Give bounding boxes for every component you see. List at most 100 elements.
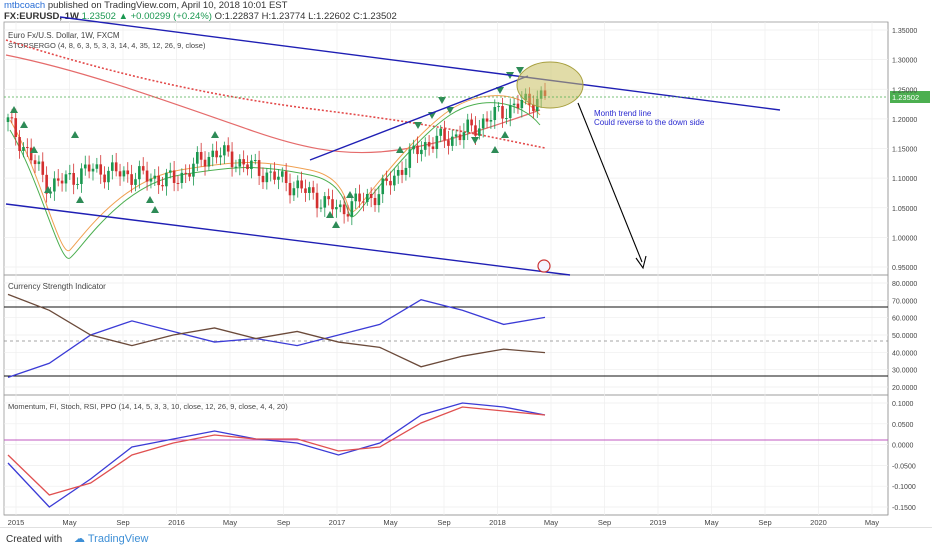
candle-body (26, 146, 29, 148)
moving-averages (5, 39, 546, 259)
candle-body (416, 145, 419, 155)
candle-body (381, 178, 385, 195)
candle-body (315, 192, 319, 209)
candle-body (358, 193, 361, 202)
x-tick-label: 2020 (810, 518, 827, 527)
upper-channel-line (59, 16, 781, 111)
signal-triangle (151, 206, 159, 213)
y-tick-label: 1.05000 (892, 206, 917, 213)
candle-body (257, 160, 261, 176)
candle-body (215, 150, 218, 158)
candle-body (219, 155, 222, 158)
signal-triangle (516, 67, 524, 74)
candle-body (335, 207, 338, 210)
x-tick-label: May (383, 518, 397, 527)
candle-body (470, 119, 473, 126)
annotation-line-2: Could reverse to the down side (594, 118, 705, 127)
lower-channel-line (5, 203, 571, 276)
reversal-zone (516, 61, 584, 109)
candle-body (439, 128, 442, 136)
last-price-tag (890, 91, 930, 103)
down-arrow (577, 102, 643, 263)
candle-body (462, 132, 466, 141)
candle-body (87, 164, 91, 172)
candle-body (516, 103, 520, 109)
tradingview-brand: TradingView (87, 533, 149, 545)
candle-body (223, 145, 226, 156)
price-pane-subtitle: STORSERGO (4, 8, 6, 3, 5, 3, 3, 14, 4, 3… (8, 41, 206, 50)
candle-body (427, 142, 431, 147)
y-tick-label: 1.35000 (892, 28, 917, 35)
y-grid (4, 29, 888, 508)
x-tick-label: 2015 (8, 518, 25, 527)
x-tick-label: May (544, 518, 558, 527)
price-candles (6, 82, 547, 226)
candle-body (14, 118, 18, 138)
candle-body (362, 201, 365, 203)
event-icon[interactable] (537, 259, 551, 273)
author-link[interactable]: mtbcoach (4, 0, 46, 11)
candle-body (6, 117, 10, 123)
x-tick-label: 2016 (168, 518, 185, 527)
candle-body (53, 178, 56, 192)
candle-body (122, 170, 126, 177)
candle-body (311, 187, 315, 193)
candle-body (33, 160, 37, 165)
candle-body (83, 164, 87, 169)
candle-body (153, 175, 157, 179)
x-tick-label: May (865, 518, 879, 527)
price-change: 1.23502 ▲ +0.00299 (+0.24%) (81, 11, 212, 22)
candle-body (508, 105, 512, 119)
candle-body (184, 172, 188, 174)
candle-body (168, 170, 172, 173)
x-tick-label: Sep (277, 518, 290, 527)
candle-body (404, 167, 408, 175)
candle-body (420, 149, 423, 155)
tradingview-logo[interactable]: ☁ TradingView (74, 533, 149, 545)
candle-body (56, 178, 60, 181)
candle-body (331, 199, 334, 210)
candle-body (80, 168, 83, 184)
candle-body (466, 119, 470, 133)
signal-triangle (471, 137, 479, 144)
candle-body (505, 118, 508, 120)
candle-body (354, 193, 357, 202)
x-axis-labels: 2015 May Sep 2016 May Sep 2017 May Sep 2018 May Sep… (8, 518, 880, 527)
candle-body (458, 134, 462, 141)
candle-body (408, 149, 412, 168)
chart-canvas: Euro Fx/U.S. Dollar, 1W, FXCM STORSERGO … (3, 16, 930, 527)
y-tick-label: 1.15000 (892, 147, 917, 154)
y-tick-label: -0.1000 (892, 484, 916, 491)
signal-triangle (211, 131, 219, 138)
candle-body (474, 125, 477, 136)
signal-triangle (10, 106, 18, 113)
candle-body (485, 118, 489, 122)
ohlc-values: O:1.22837 H:1.23774 L:1.22602 C:1.23502 (214, 11, 397, 22)
indicator-series-line (7, 406, 546, 496)
y-tick-label: -0.0500 (892, 463, 916, 470)
candle-body (246, 164, 249, 170)
last-price-label: 1.23502 (892, 93, 919, 102)
y-tick-label: 0.0500 (892, 422, 914, 429)
momentum-pane-title: Momentum, FI, Stoch, RSI, PPO (14, 14, 5… (8, 402, 288, 411)
candle-body (250, 160, 253, 170)
candle-body (91, 168, 95, 172)
candle-body (481, 118, 485, 129)
signal-triangle (71, 131, 79, 138)
candle-body (72, 172, 75, 185)
candle-body (199, 151, 203, 160)
candle-body (304, 188, 307, 193)
x-tick-label: May (62, 518, 76, 527)
candle-body (22, 146, 25, 151)
candle-body (532, 104, 535, 112)
candle-body (253, 160, 257, 162)
candle-body (226, 145, 230, 152)
candle-body (41, 161, 45, 175)
signal-triangle (501, 131, 509, 138)
candle-body (385, 178, 388, 181)
candle-body (145, 170, 149, 182)
candle-body (18, 137, 21, 151)
x-tick-label: 2017 (329, 518, 346, 527)
candle-body (308, 187, 311, 193)
candle-body (284, 171, 288, 184)
